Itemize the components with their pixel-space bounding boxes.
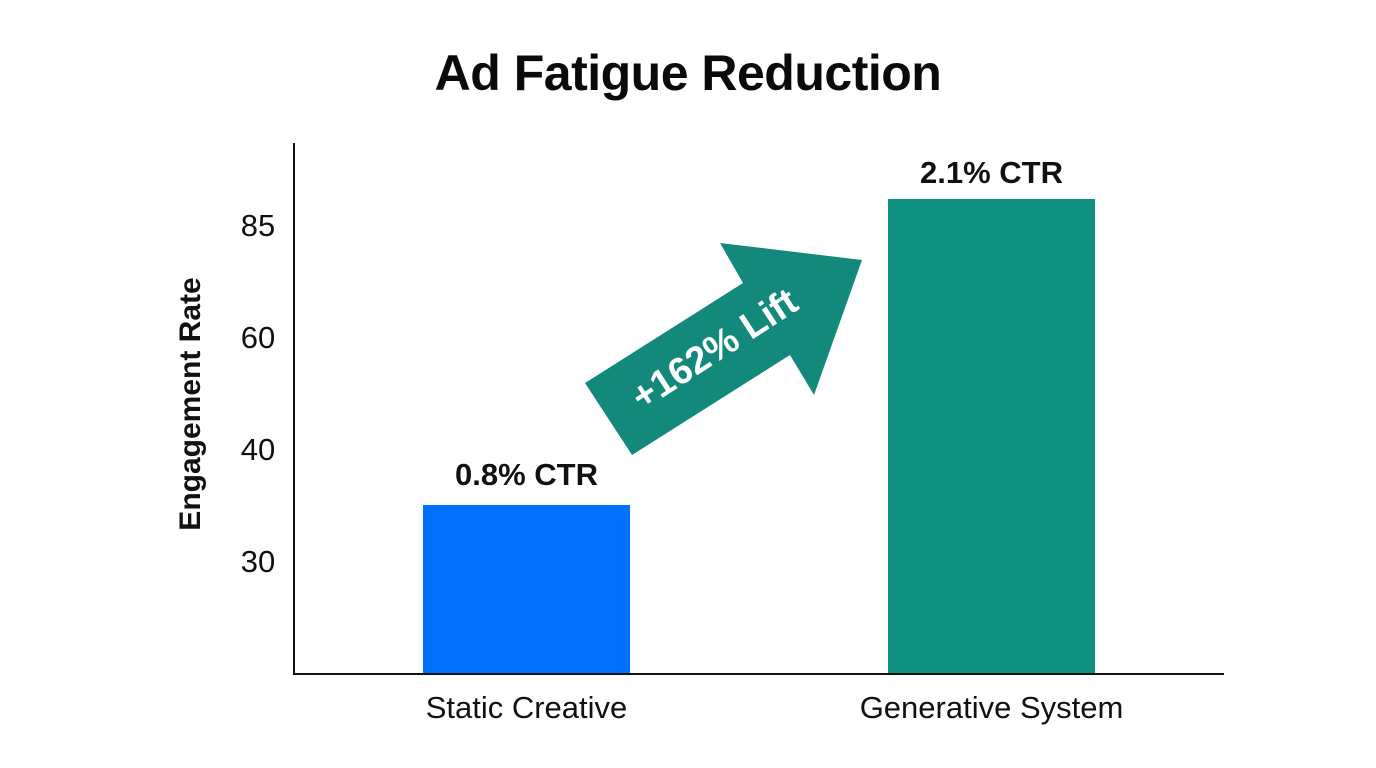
- y-tick-30: 30: [240, 544, 276, 579]
- y-axis-title: Engagement Rate: [174, 277, 207, 531]
- x-tick-generative-system: Generative System: [859, 690, 1124, 725]
- bar-static-creative: [423, 505, 630, 674]
- y-axis-line: [293, 143, 295, 675]
- bar-label-static-creative: 0.8% CTR: [455, 457, 598, 492]
- bar-label-generative-system: 2.1% CTR: [920, 155, 1063, 190]
- y-tick-85: 85: [240, 208, 276, 243]
- lift-annotation-text: +162% Lift: [624, 280, 806, 419]
- x-axis-line: [293, 673, 1224, 675]
- y-tick-60: 60: [240, 320, 276, 355]
- y-tick-40: 40: [240, 432, 276, 467]
- chart-title: Ad Fatigue Reduction: [434, 45, 942, 101]
- bar-generative-system: [888, 199, 1095, 674]
- x-tick-static-creative: Static Creative: [425, 690, 628, 725]
